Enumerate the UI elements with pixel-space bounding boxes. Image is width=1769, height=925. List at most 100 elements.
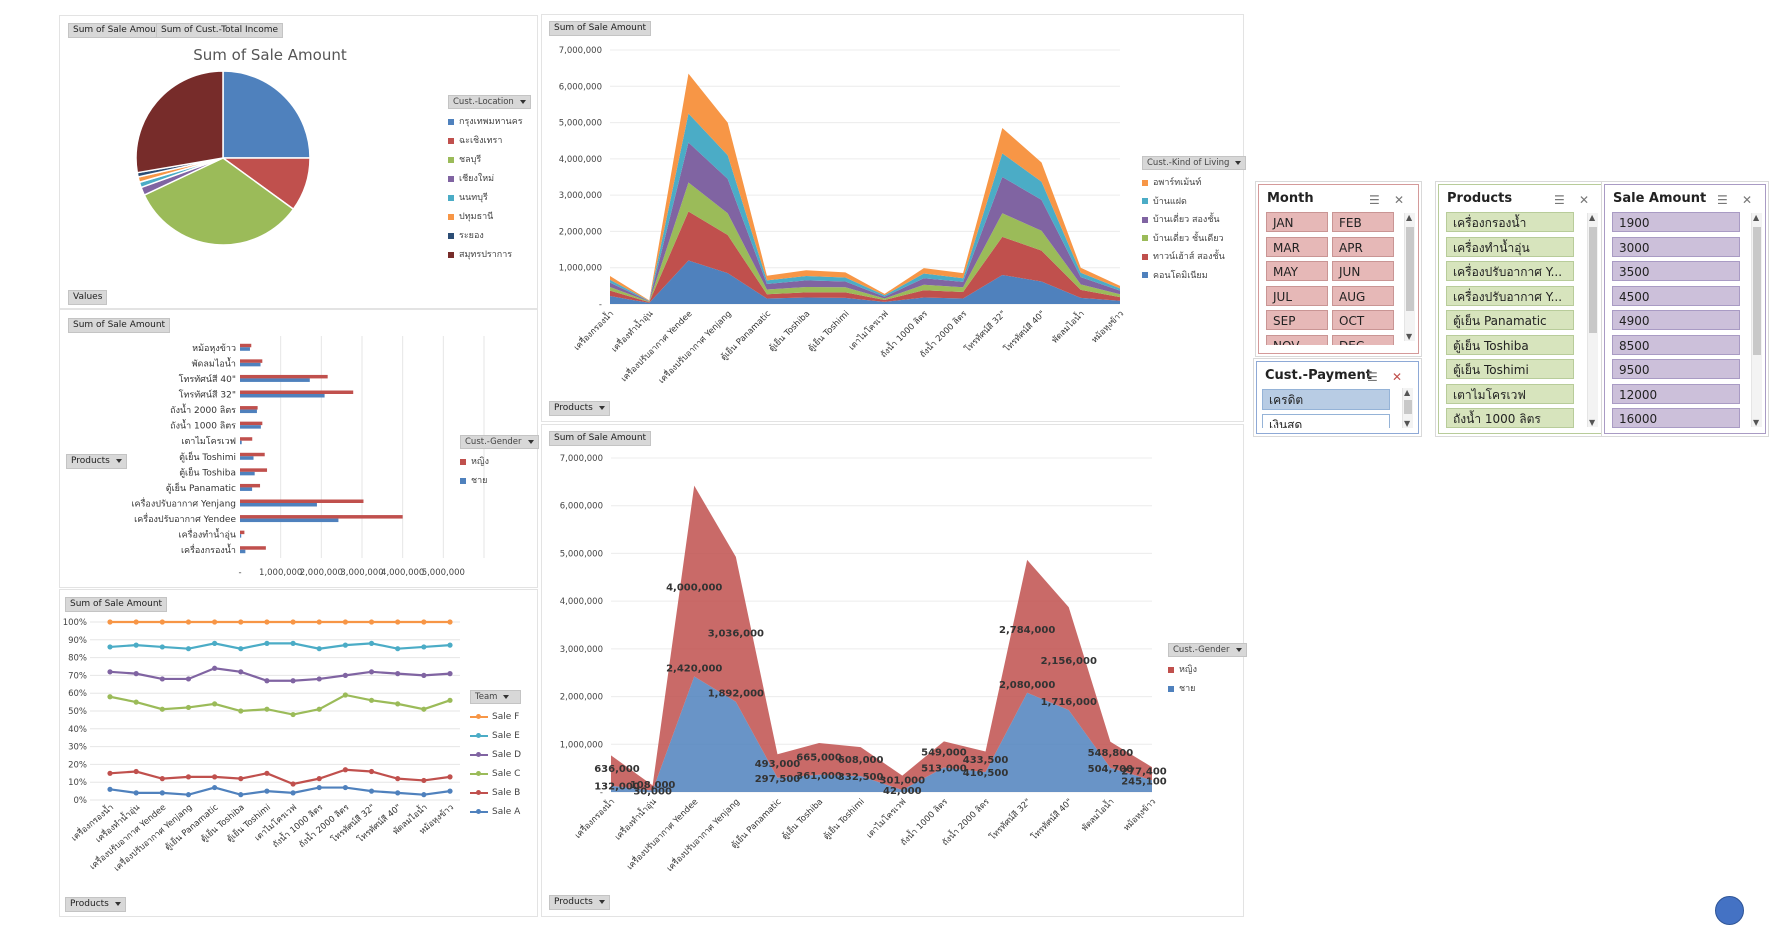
month-slicer-item[interactable]: AUG bbox=[1332, 285, 1394, 306]
scroll-up-icon[interactable]: ▲ bbox=[1406, 213, 1413, 222]
multi-select-icon[interactable]: ☰ bbox=[1717, 193, 1728, 207]
clear-filter-icon[interactable]: ✕ bbox=[1579, 193, 1590, 207]
scroll-down-icon[interactable]: ▼ bbox=[1404, 419, 1411, 428]
multi-select-icon[interactable]: ☰ bbox=[1369, 193, 1380, 207]
products-slicer-item[interactable]: ตู้เย็น Toshiba bbox=[1446, 334, 1574, 355]
scroll-down-icon[interactable]: ▼ bbox=[1753, 418, 1760, 427]
products-slicer-item[interactable]: เครื่องกรองน้ำ bbox=[1446, 212, 1574, 232]
sale-amount-slicer-item[interactable]: 4900 bbox=[1612, 310, 1740, 330]
legend-item: Sale B bbox=[470, 784, 521, 803]
products-filter-button[interactable]: Products bbox=[549, 895, 610, 910]
legend-item: ชาย bbox=[460, 472, 539, 491]
month-slicer-item[interactable]: OCT bbox=[1332, 310, 1394, 330]
sum-sale-amount-button[interactable]: Sum of Sale Amount bbox=[65, 597, 168, 612]
data-point bbox=[107, 669, 113, 675]
sale-amount-slicer-item[interactable]: 4500 bbox=[1612, 285, 1740, 306]
sum-sale-amount-button[interactable]: Sum of Sale Amount bbox=[549, 21, 652, 36]
products-slicer-item[interactable]: เครื่องปรับอากาศ Y... bbox=[1446, 285, 1574, 306]
gender-filter-button[interactable]: Cust.-Gender bbox=[460, 435, 539, 449]
month-slicer-item[interactable]: NOV bbox=[1266, 334, 1328, 345]
sale-amount-slicer-item[interactable]: 8500 bbox=[1612, 334, 1740, 355]
products-scrollbar[interactable]: ▲ ▼ bbox=[1587, 213, 1598, 427]
month-slicer-item[interactable]: MAY bbox=[1266, 261, 1328, 281]
scroll-thumb[interactable] bbox=[1406, 227, 1414, 311]
sum-total-income-button[interactable]: Sum of Cust.-Total Income bbox=[156, 23, 284, 38]
month-slicer-item[interactable]: MAR bbox=[1266, 236, 1328, 257]
month-scrollbar[interactable]: ▲ ▼ bbox=[1404, 213, 1415, 341]
sale-amount-slicer-item[interactable]: 3000 bbox=[1612, 236, 1740, 257]
scroll-thumb[interactable] bbox=[1404, 400, 1412, 414]
scroll-thumb[interactable] bbox=[1589, 227, 1597, 333]
month-slicer-item[interactable]: FEB bbox=[1332, 212, 1394, 232]
button-label: Sum of Sale Amount bbox=[70, 599, 163, 609]
bar-female bbox=[240, 437, 253, 441]
products-slicer[interactable]: Products ☰ ✕ เครื่องกรองน้ำ เครื่องทำน้ำอ… bbox=[1438, 184, 1602, 434]
products-slicer-item[interactable]: ถังน้ำ 1000 ลิตร bbox=[1446, 408, 1574, 428]
sale-amount-slicer-item[interactable]: 12000 bbox=[1612, 383, 1740, 404]
data-point bbox=[395, 619, 401, 625]
sale-amount-slicer-item[interactable]: 1900 bbox=[1612, 212, 1740, 232]
products-slicer-item[interactable]: เครื่องทำน้ำอุ่น bbox=[1446, 236, 1574, 257]
month-slicer-item[interactable]: APR bbox=[1332, 236, 1394, 257]
sale-amount-scrollbar[interactable]: ▲ ▼ bbox=[1751, 213, 1762, 427]
data-label: 433,500 bbox=[963, 755, 1009, 766]
products-filter-button[interactable]: Products bbox=[549, 401, 610, 416]
data-label: 548,800 bbox=[1088, 748, 1134, 759]
month-slicer-item[interactable]: DEC bbox=[1332, 334, 1394, 345]
bar-male bbox=[240, 378, 310, 382]
area-living-panel[interactable]: Sum of Sale Amount - 1,000,000 2,000,000 3,… bbox=[541, 14, 1247, 422]
clear-filter-icon[interactable]: ✕ bbox=[1392, 370, 1403, 384]
scroll-down-icon[interactable]: ▼ bbox=[1406, 332, 1413, 341]
legend-item: ระยอง bbox=[448, 227, 531, 246]
line-chart-panel[interactable]: Sum of Sale Amount 0% 10% 20% 30% 40% 50% 60% 7… bbox=[59, 589, 538, 917]
location-filter-button[interactable]: Cust.-Location bbox=[448, 95, 531, 109]
clear-filter-icon[interactable]: ✕ bbox=[1394, 193, 1405, 207]
month-slicer-item[interactable]: JAN bbox=[1266, 212, 1328, 232]
products-slicer-item[interactable]: ตู้เย็น Panamatic bbox=[1446, 310, 1574, 330]
bar-legend: Cust.-Gender หญิง ชาย bbox=[460, 435, 539, 491]
sale-amount-slicer[interactable]: Sale Amount ☰ ✕ 1900 3000 3500 4500 4900 8500… bbox=[1604, 184, 1766, 434]
pie-slice bbox=[222, 70, 311, 159]
payment-scrollbar[interactable]: ▲ ▼ bbox=[1402, 388, 1413, 428]
y-category-label: พัดลมไอน้ำ bbox=[192, 356, 236, 369]
scroll-up-icon[interactable]: ▲ bbox=[1753, 213, 1760, 222]
scroll-up-icon[interactable]: ▲ bbox=[1589, 213, 1596, 222]
scroll-down-icon[interactable]: ▼ bbox=[1589, 418, 1596, 427]
month-slicer[interactable]: Month ☰ ✕ JAN FEB MAR APR MAY JUN JUL AUG SEP OCT… bbox=[1258, 184, 1419, 354]
payment-slicer-item[interactable]: เครดิต bbox=[1262, 389, 1390, 410]
sale-amount-slicer-item[interactable]: 9500 bbox=[1612, 359, 1740, 379]
x-category-label: ตู้เย็น Toshimi bbox=[820, 796, 866, 842]
products-filter-button[interactable]: Products bbox=[66, 454, 127, 469]
sum-sale-amount-button[interactable]: Sum of Sale Amount bbox=[68, 318, 171, 333]
gender-filter-button[interactable]: Cust.-Gender bbox=[1168, 643, 1247, 657]
payment-slicer-item[interactable]: เงินสด bbox=[1262, 414, 1390, 428]
area-gender-panel[interactable]: Sum of Sale Amount - 1,000,000 2,000,000 3,… bbox=[541, 424, 1247, 917]
pie-chart-panel[interactable]: Sum of Sale Amount Sum of Cust.-Total In… bbox=[59, 15, 538, 309]
area-gender-chart: - 1,000,000 2,000,000 3,000,000 4,000,000 5,0… bbox=[560, 454, 1167, 874]
payment-slicer[interactable]: Cust.-Payment ☰ ✕ เครดิต เงินสด ▲ ▼ bbox=[1256, 361, 1419, 434]
line-legend: Team Sale F Sale E Sale D Sale C Sale B Sale … bbox=[470, 690, 522, 822]
products-filter-button[interactable]: Products bbox=[65, 897, 126, 912]
x-category-label: โทรทัศน์สี 40" bbox=[1029, 796, 1075, 842]
bar-chart-panel[interactable]: Sum of Sale Amount - 1,000,000 2,000,000 3,… bbox=[59, 309, 539, 588]
products-slicer-item[interactable]: เตาไมโครเวฟ bbox=[1446, 383, 1574, 404]
clear-filter-icon[interactable]: ✕ bbox=[1742, 193, 1753, 207]
legend-label: Sale A bbox=[492, 807, 521, 817]
sum-sale-amount-button[interactable]: Sum of Sale Amount bbox=[549, 431, 652, 446]
multi-select-icon[interactable]: ☰ bbox=[1367, 370, 1378, 384]
team-filter-button[interactable]: Team bbox=[470, 690, 522, 704]
kind-of-living-filter-button[interactable]: Cust.-Kind of Living bbox=[1142, 156, 1247, 170]
products-items: เครื่องกรองน้ำเครื่องทำน้ำอุ่นเครื่องปรั… bbox=[1439, 185, 1587, 429]
sale-amount-slicer-item[interactable]: 16000 bbox=[1612, 408, 1740, 428]
multi-select-icon[interactable]: ☰ bbox=[1554, 193, 1565, 207]
scroll-up-icon[interactable]: ▲ bbox=[1404, 388, 1411, 397]
month-slicer-item[interactable]: JUL bbox=[1266, 285, 1328, 306]
products-slicer-item[interactable]: เครื่องปรับอากาศ Y... bbox=[1446, 261, 1574, 281]
month-slicer-item[interactable]: JUN bbox=[1332, 261, 1394, 281]
products-slicer-item[interactable]: ตู้เย็น Toshimi bbox=[1446, 359, 1574, 379]
values-button[interactable]: Values bbox=[68, 290, 108, 305]
assistant-circle-button[interactable] bbox=[1715, 896, 1744, 925]
month-slicer-item[interactable]: SEP bbox=[1266, 310, 1328, 330]
sale-amount-slicer-item[interactable]: 3500 bbox=[1612, 261, 1740, 281]
scroll-thumb[interactable] bbox=[1753, 227, 1761, 355]
